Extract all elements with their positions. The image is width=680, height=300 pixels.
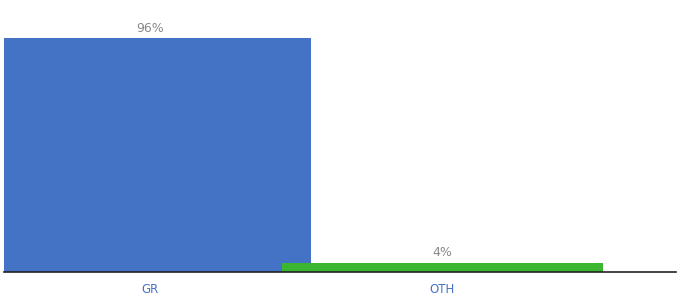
Text: 96%: 96% bbox=[136, 22, 164, 34]
Bar bbox=[0, 38, 311, 272]
Text: 4%: 4% bbox=[432, 246, 452, 259]
Bar bbox=[282, 263, 603, 272]
